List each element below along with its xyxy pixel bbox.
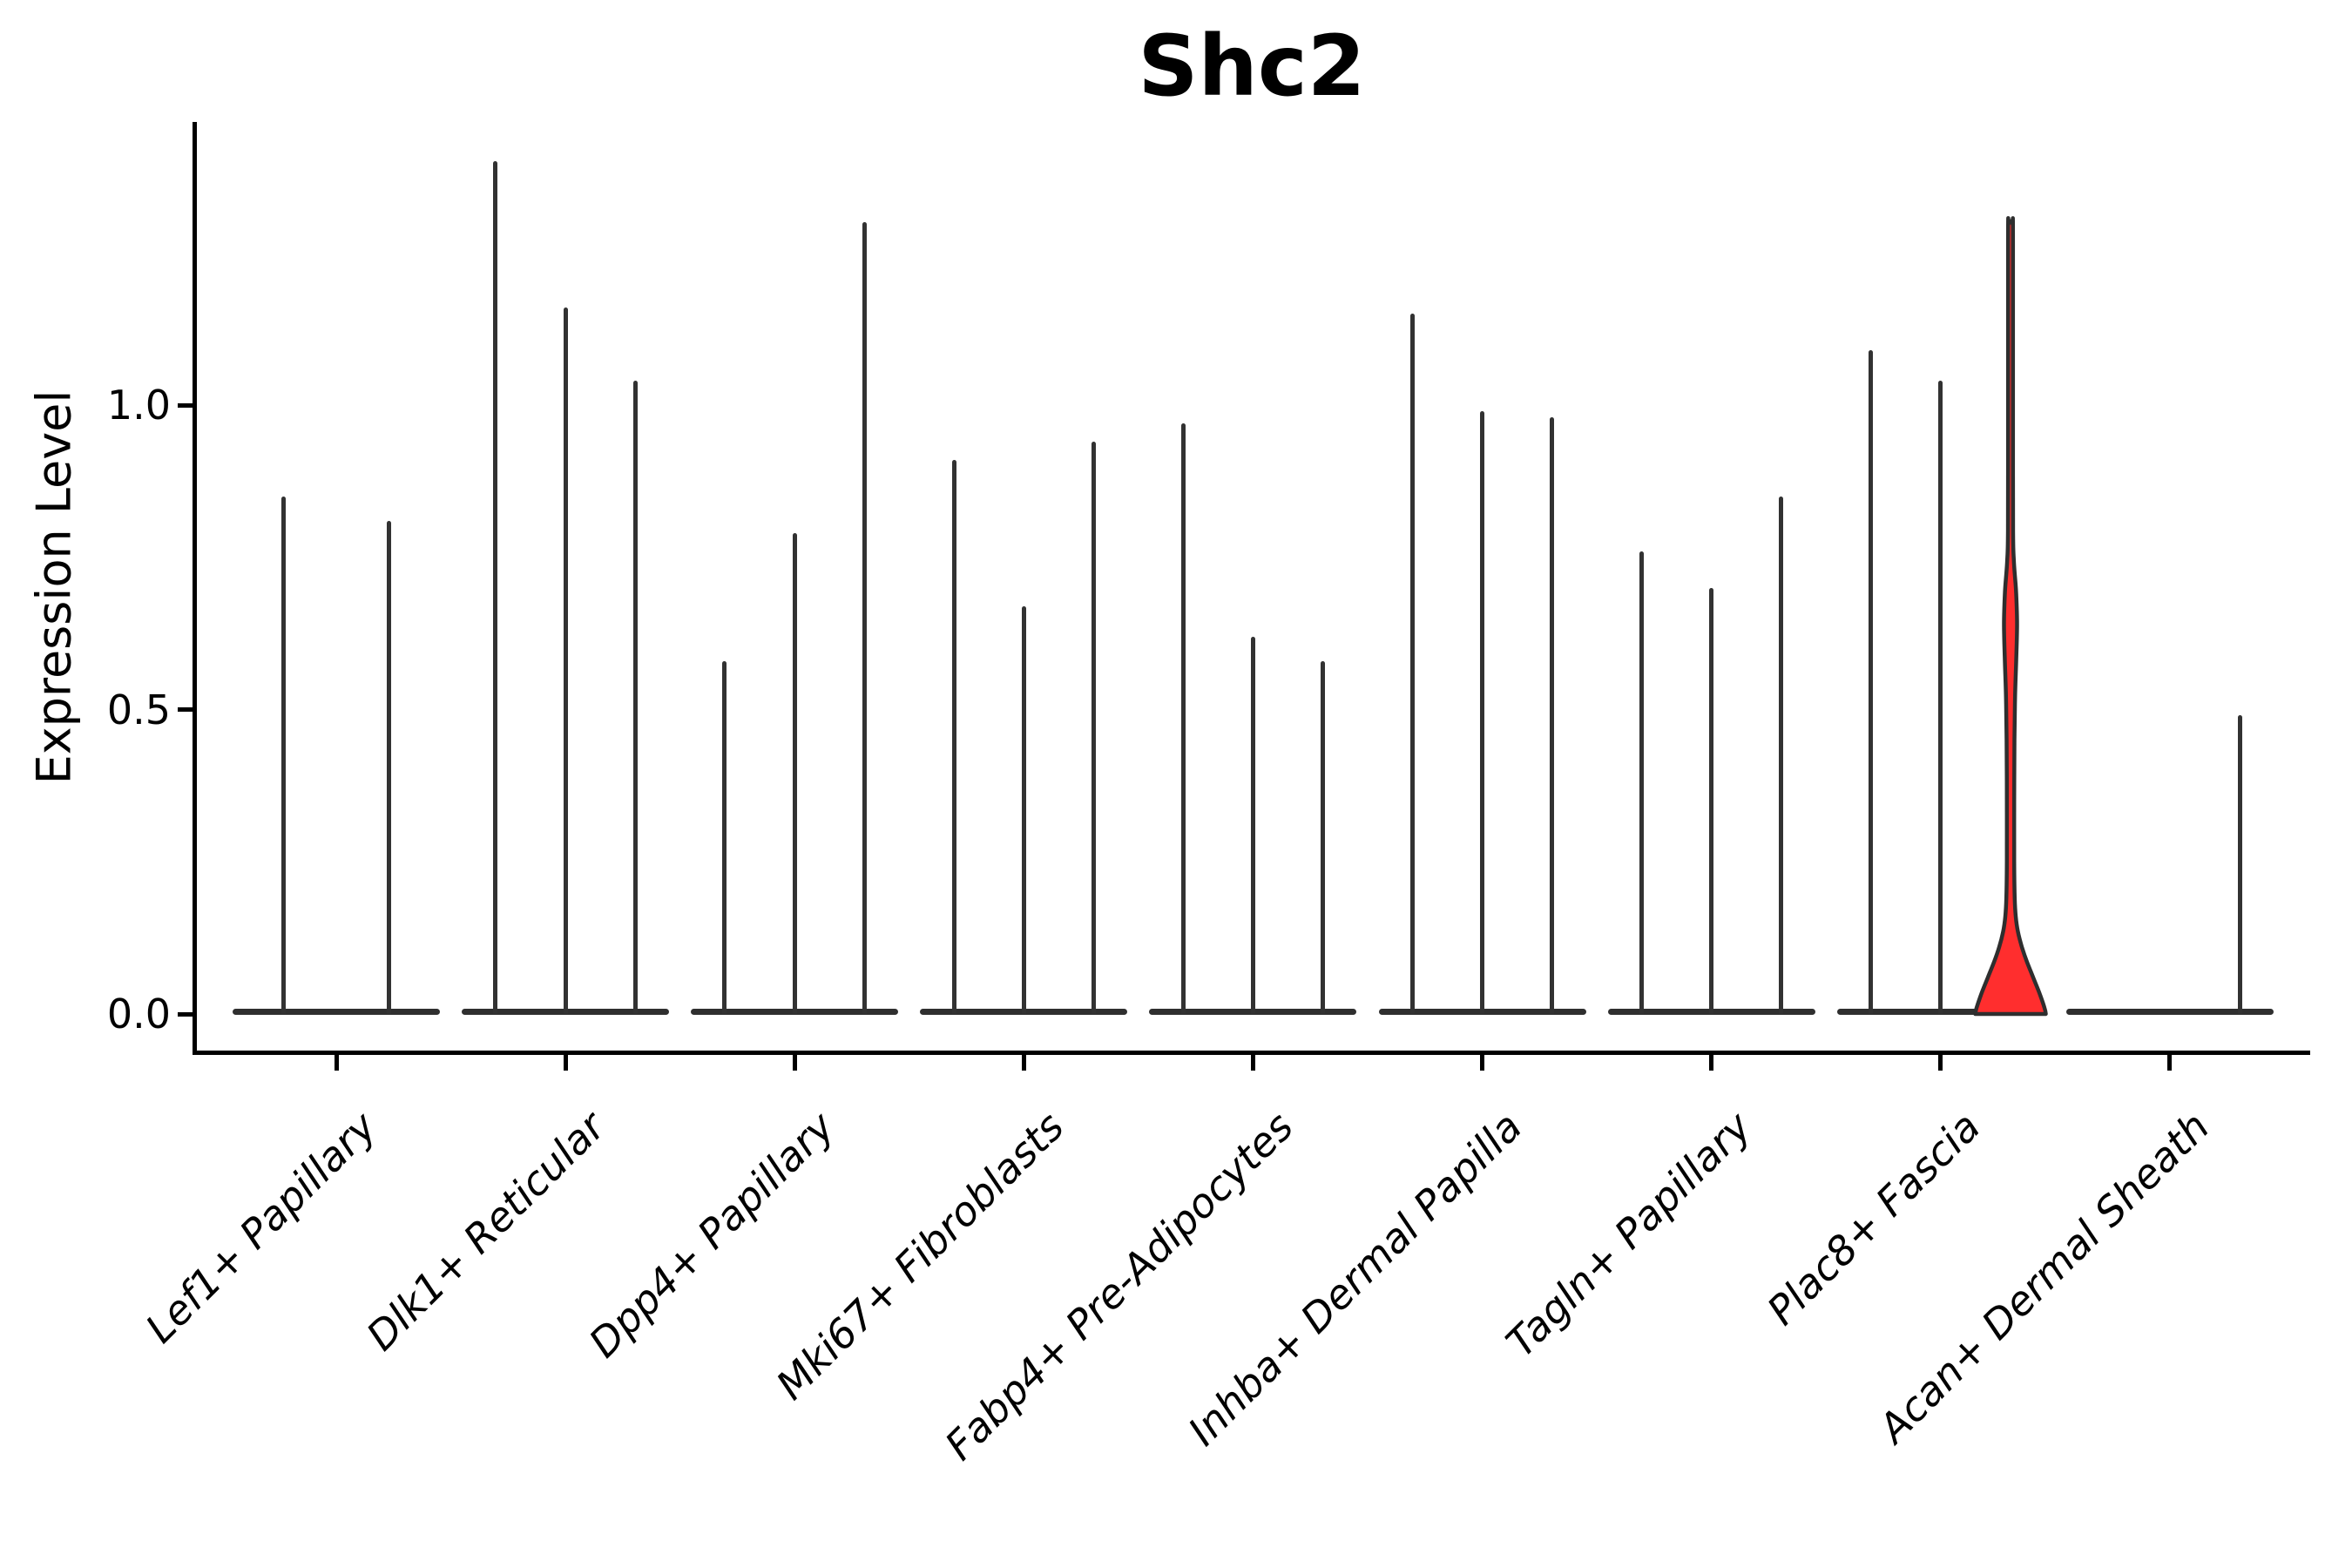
y-axis-label: Expression Level [26, 389, 82, 785]
violin-spike [493, 161, 498, 1014]
y-tick-mark [178, 402, 193, 408]
plot-title: Shc2 [1138, 17, 1366, 115]
x-tick-mark [1480, 1055, 1484, 1071]
x-tick-label: Dlk1+ Reticular [357, 1103, 615, 1360]
x-tick-mark [1709, 1055, 1714, 1071]
x-tick-mark [1021, 1055, 1026, 1071]
violin-spike [1021, 605, 1026, 1014]
violin-spike [387, 520, 391, 1014]
violin-spike [1639, 551, 1644, 1014]
violin-spike [792, 532, 797, 1014]
x-tick-mark [792, 1055, 797, 1071]
violin-spike [1480, 410, 1484, 1014]
violin-spike [722, 660, 727, 1014]
violin-spike [281, 496, 286, 1014]
violin-spike [1321, 660, 1326, 1014]
violin-spike [951, 459, 956, 1014]
violin-spike [2237, 715, 2242, 1014]
violin-spike [1180, 422, 1186, 1014]
violin-spike [862, 222, 867, 1014]
y-axis-spine [193, 122, 197, 1055]
x-tick-mark [1938, 1055, 1943, 1071]
y-tick-label: 0.5 [106, 686, 171, 733]
y-tick-label: 0.0 [106, 990, 171, 1037]
x-tick-mark [334, 1055, 339, 1071]
violin-spike [1779, 496, 1784, 1014]
x-tick-mark [1250, 1055, 1255, 1071]
x-axis-spine [193, 1051, 2310, 1055]
violin-spike [563, 308, 568, 1014]
y-tick-label: 1.0 [106, 382, 171, 429]
violin-spike [1550, 416, 1555, 1014]
violin-spike [1250, 636, 1255, 1014]
x-tick-label: Plac8+ Fascia [1758, 1103, 1990, 1335]
highlighted-violin-shape [1973, 216, 2048, 1017]
x-tick-label: Dpp4+ Papillary [579, 1103, 844, 1367]
violin-spike [632, 381, 638, 1014]
y-tick-mark [178, 707, 193, 712]
highlighted-violin [1973, 216, 2048, 1017]
violin-baseline [233, 1009, 440, 1015]
violin-spike [1868, 350, 1873, 1014]
x-tick-label: Lef1+ Papillary [136, 1103, 386, 1352]
y-tick-mark [178, 1011, 193, 1017]
x-tick-mark [2167, 1055, 2173, 1071]
violin-baseline [2065, 1009, 2274, 1015]
x-tick-label: Tagln+ Papillary [1497, 1103, 1761, 1367]
violin-spike [1092, 441, 1097, 1014]
violin-spike [1938, 381, 1943, 1014]
x-tick-mark [563, 1055, 568, 1071]
violin-spike [1709, 587, 1714, 1014]
violin-spike [1409, 314, 1415, 1014]
